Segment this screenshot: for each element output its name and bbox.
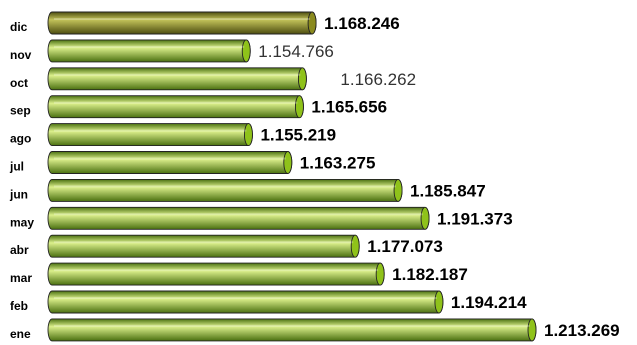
category-label-jun: jun <box>9 187 28 201</box>
bars-layer: dic 1.168.246 nov 1.154.766 oct 1.166.262 sep 1… <box>9 12 620 341</box>
category-label-ene: ene <box>10 327 31 341</box>
value-label-may: 1.191.373 <box>437 209 513 228</box>
value-label-ago: 1.155.219 <box>260 126 336 145</box>
category-label-jul: jul <box>9 160 24 174</box>
value-label-jun: 1.185.847 <box>410 181 486 200</box>
category-label-nov: nov <box>10 48 32 62</box>
category-label-dic: dic <box>10 20 28 34</box>
category-label-oct: oct <box>10 76 28 90</box>
category-label-ago: ago <box>10 132 31 146</box>
value-label-feb: 1.194.214 <box>451 293 527 312</box>
value-label-nov: 1.154.766 <box>258 42 334 61</box>
value-label-oct: 1.166.262 <box>340 70 416 89</box>
bar-may <box>48 207 429 229</box>
value-label-mar: 1.182.187 <box>392 265 468 284</box>
bar-dic <box>48 12 316 34</box>
value-label-jul: 1.163.275 <box>300 154 376 173</box>
value-label-abr: 1.177.073 <box>367 237 443 256</box>
category-label-may: may <box>10 215 34 229</box>
bar-ene <box>48 319 536 341</box>
value-label-ene: 1.213.269 <box>544 321 620 340</box>
bar-ago <box>48 124 252 146</box>
bar-jun <box>48 179 402 201</box>
bar-oct <box>48 68 306 90</box>
bar-sep <box>48 96 303 118</box>
category-label-abr: abr <box>10 243 29 257</box>
bar-jul <box>48 152 292 174</box>
category-label-feb: feb <box>10 299 28 313</box>
bar-nov <box>48 40 250 62</box>
category-label-sep: sep <box>10 104 31 118</box>
category-label-mar: mar <box>10 271 32 285</box>
value-label-dic: 1.168.246 <box>324 14 400 33</box>
bar-feb <box>48 291 443 313</box>
bar-mar <box>48 263 384 285</box>
bar-abr <box>48 235 359 257</box>
value-label-sep: 1.165.656 <box>311 98 387 117</box>
